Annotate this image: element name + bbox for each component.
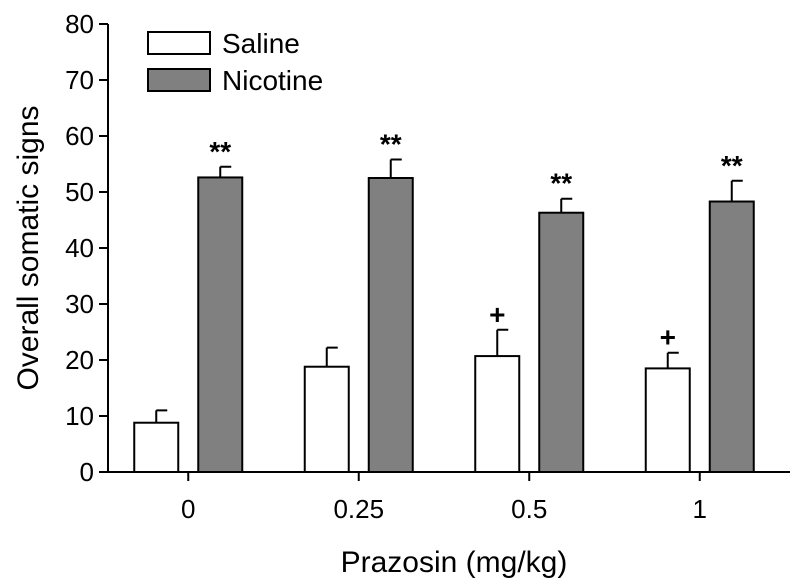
y-axis-ticks: 0 10 20 30 40 50 60 70 80 bbox=[65, 9, 108, 487]
error-bar-nicotine-0.5 bbox=[560, 197, 573, 213]
y-tick-label: 70 bbox=[65, 65, 94, 95]
error-bar-saline-0 bbox=[155, 409, 168, 423]
bar-saline-0.5 bbox=[474, 355, 521, 473]
error-bar-saline-0.25 bbox=[325, 346, 338, 367]
y-tick-label: 20 bbox=[65, 345, 94, 375]
y-tick-label: 10 bbox=[65, 401, 94, 431]
legend-swatch-nicotine bbox=[147, 68, 211, 92]
annotation-nicotine-0: ** bbox=[209, 136, 231, 167]
legend: Saline Nicotine bbox=[147, 28, 323, 96]
y-tick-label: 50 bbox=[65, 177, 94, 207]
significance-annotations: ** ** + ** + ** bbox=[209, 129, 742, 353]
y-axis-title: Overall somatic signs bbox=[12, 105, 45, 390]
annotation-saline-1: + bbox=[660, 322, 676, 353]
y-tick-label: 40 bbox=[65, 233, 94, 263]
annotation-saline-0.5: + bbox=[489, 299, 505, 330]
x-axis-title: Prazosin (mg/kg) bbox=[341, 546, 568, 579]
bar-saline-0.25 bbox=[303, 365, 350, 473]
annotation-nicotine-1: ** bbox=[721, 150, 743, 181]
error-bar-nicotine-1 bbox=[730, 179, 743, 202]
bar-nicotine-1 bbox=[708, 200, 755, 474]
x-tick-label: 0.5 bbox=[511, 494, 547, 524]
legend-label-nicotine: Nicotine bbox=[222, 65, 323, 96]
error-bar-saline-1 bbox=[666, 351, 679, 369]
bar-nicotine-0.5 bbox=[538, 211, 585, 473]
error-bars-group bbox=[155, 158, 743, 423]
legend-swatch-saline bbox=[147, 31, 211, 55]
legend-label-saline: Saline bbox=[222, 28, 300, 59]
bar-saline-0 bbox=[133, 421, 180, 473]
y-tick-label: 0 bbox=[80, 457, 94, 487]
bar-nicotine-0.25 bbox=[367, 177, 414, 473]
y-tick-label: 80 bbox=[65, 9, 94, 39]
x-tick-label: 0.25 bbox=[333, 494, 384, 524]
y-tick-label: 60 bbox=[65, 121, 94, 151]
x-tick-label: 1 bbox=[693, 494, 707, 524]
y-tick-label: 30 bbox=[65, 289, 94, 319]
bar-saline-1 bbox=[644, 367, 691, 473]
error-bar-saline-0.5 bbox=[496, 328, 509, 357]
annotation-nicotine-0.25: ** bbox=[380, 129, 402, 160]
x-axis-ticks: 0 0.25 0.5 1 bbox=[181, 472, 707, 524]
error-bar-nicotine-0 bbox=[219, 165, 232, 178]
bar-nicotine-0 bbox=[197, 176, 244, 473]
annotation-nicotine-0.5: ** bbox=[550, 168, 572, 199]
x-tick-label: 0 bbox=[181, 494, 195, 524]
error-bar-nicotine-0.25 bbox=[389, 158, 402, 178]
